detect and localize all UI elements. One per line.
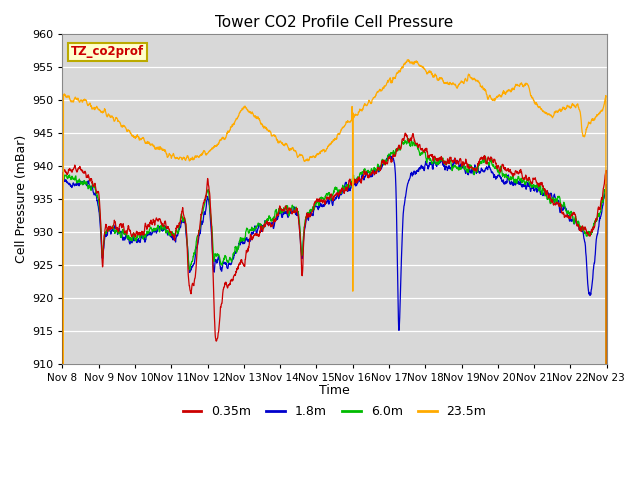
Text: TZ_co2prof: TZ_co2prof [70, 46, 144, 59]
Legend: 0.35m, 1.8m, 6.0m, 23.5m: 0.35m, 1.8m, 6.0m, 23.5m [177, 400, 492, 423]
Y-axis label: Cell Pressure (mBar): Cell Pressure (mBar) [15, 135, 28, 263]
Title: Tower CO2 Profile Cell Pressure: Tower CO2 Profile Cell Pressure [216, 15, 454, 30]
X-axis label: Time: Time [319, 384, 350, 397]
